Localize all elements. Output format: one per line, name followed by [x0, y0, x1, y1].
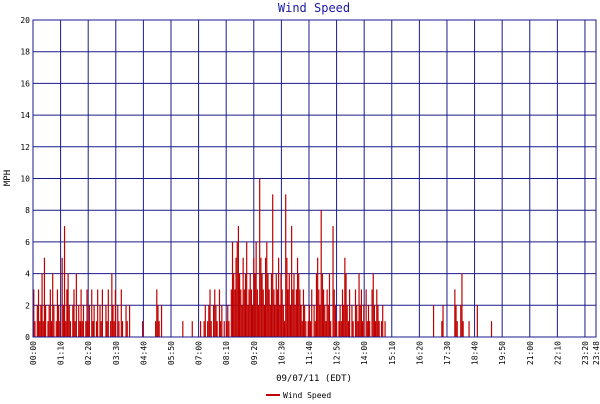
- x-tick-label: 18:40: [471, 341, 480, 365]
- y-tick-labels: 0 2 4 6 8 10 12 14 16 18 20: [20, 16, 30, 342]
- legend: Wind Speed: [266, 391, 331, 400]
- frame-layer: [32, 19, 597, 338]
- x-tick-label: 09:20: [250, 341, 259, 365]
- x-tick-label: 11:40: [305, 341, 314, 365]
- x-tick-label: 03:30: [112, 341, 121, 365]
- x-tick-label: 23:48: [592, 341, 600, 365]
- x-tick-label: 10:30: [277, 341, 286, 365]
- x-tick-label: 19:50: [498, 341, 507, 365]
- x-tick-label: 04:40: [139, 341, 148, 365]
- y-tick-label: 10: [20, 175, 30, 184]
- x-tick-label: 22:10: [553, 341, 562, 365]
- x-tick-label: 02:20: [84, 341, 93, 365]
- y-axis-label: MPH: [3, 170, 13, 186]
- y-tick-label: 16: [20, 79, 30, 88]
- x-tick-label: 08:10: [222, 341, 231, 365]
- grid-layer: [32, 19, 597, 338]
- x-tick-label: 14:00: [360, 341, 369, 365]
- x-tick-label: 16:20: [415, 341, 424, 365]
- y-tick-label: 4: [25, 270, 30, 279]
- y-tick-label: 18: [20, 48, 30, 57]
- chart-title: Wind Speed: [278, 1, 350, 15]
- y-tick-label: 14: [20, 111, 30, 120]
- y-tick-label: 8: [25, 206, 30, 215]
- x-tick-label: 15:10: [388, 341, 397, 365]
- y-tick-label: 2: [25, 301, 30, 310]
- y-tick-label: 0: [25, 333, 30, 342]
- x-tick-label: 23:20: [581, 341, 590, 365]
- x-tick-label: 21:00: [526, 341, 535, 365]
- x-axis-label: 09/07/11 (EDT): [276, 374, 352, 384]
- x-tick-label: 00:00: [29, 341, 38, 365]
- y-tick-label: 20: [20, 16, 30, 25]
- y-tick-label: 6: [25, 238, 30, 247]
- x-tick-label: 05:50: [167, 341, 176, 365]
- x-tick-labels: 00:00 01:10 02:20 03:30 04:40 05:50 07:00 08:10…: [29, 341, 600, 365]
- bars-layer: [33, 178, 493, 337]
- x-tick-label: 12:50: [333, 341, 342, 365]
- legend-label: Wind Speed: [283, 391, 331, 400]
- x-tick-label: 07:00: [195, 341, 204, 365]
- x-tick-label: 01:10: [57, 341, 66, 365]
- x-tick-label: 17:30: [443, 341, 452, 365]
- y-tick-label: 12: [20, 143, 30, 152]
- plot-frame: [32, 19, 597, 338]
